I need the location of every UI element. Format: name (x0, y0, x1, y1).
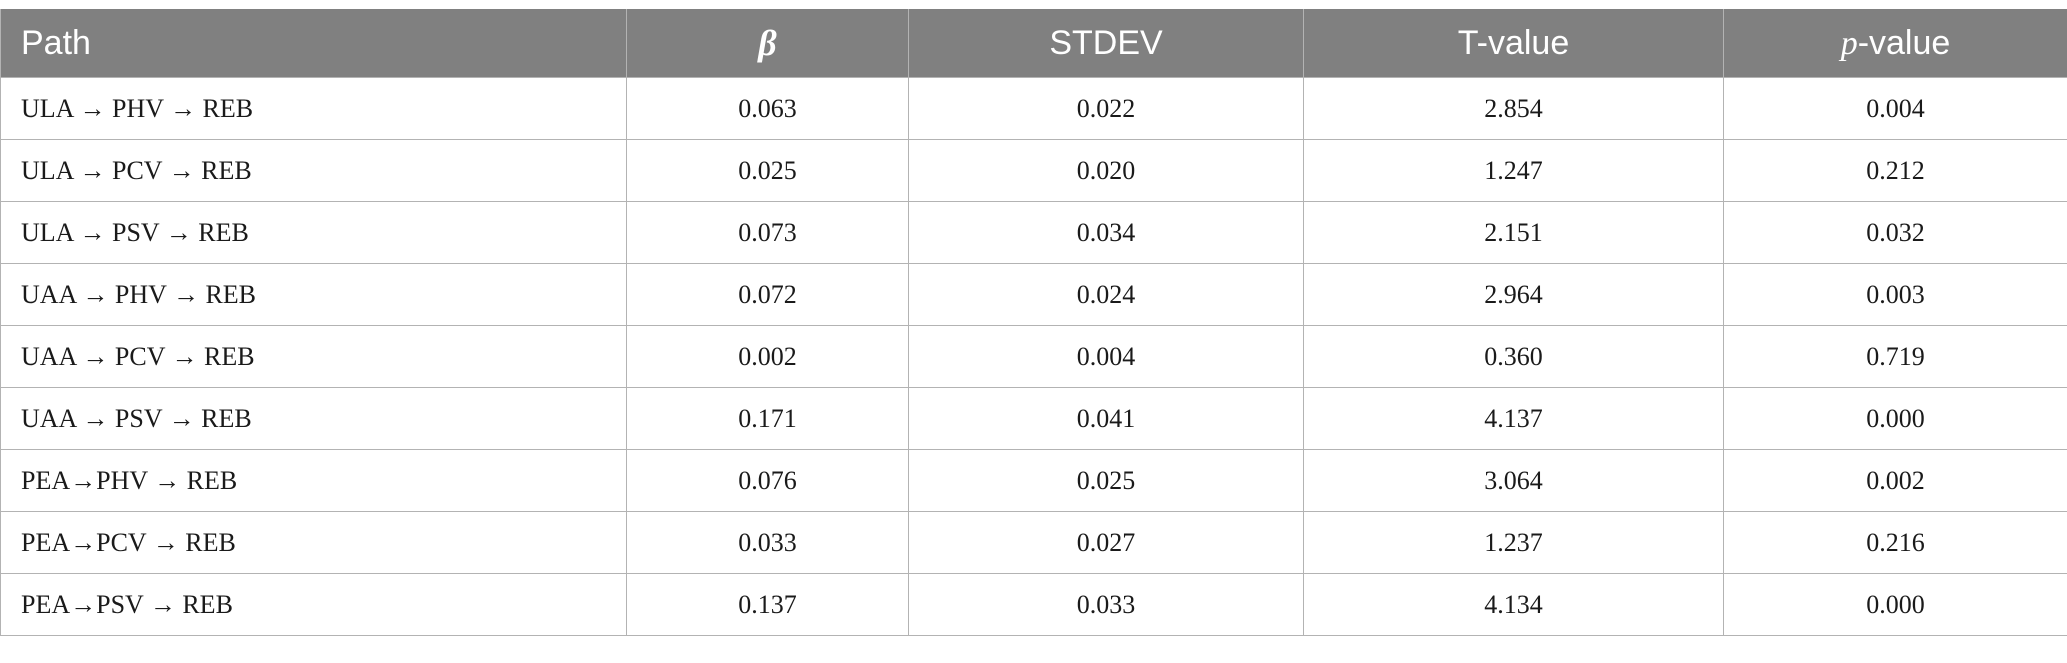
cell-stdev: 0.041 (909, 388, 1304, 450)
cell-path: PEA→PCV → REB (1, 512, 627, 574)
cell-t-value: 3.064 (1304, 450, 1724, 512)
cell-t-value: 4.134 (1304, 574, 1724, 636)
cell-beta: 0.025 (627, 140, 909, 202)
cell-stdev: 0.025 (909, 450, 1304, 512)
cell-beta: 0.171 (627, 388, 909, 450)
cell-stdev: 0.033 (909, 574, 1304, 636)
cell-path: PEA→PHV → REB (1, 450, 627, 512)
cell-t-value: 2.854 (1304, 78, 1724, 140)
header-p-value-italic: p (1841, 25, 1858, 62)
cell-t-value: 1.237 (1304, 512, 1724, 574)
cell-stdev: 0.034 (909, 202, 1304, 264)
cell-t-value: 1.247 (1304, 140, 1724, 202)
header-path: Path (1, 9, 627, 78)
cell-stdev: 0.020 (909, 140, 1304, 202)
cell-path: PEA→PSV → REB (1, 574, 627, 636)
cell-p-value: 0.002 (1724, 450, 2067, 512)
cell-stdev: 0.022 (909, 78, 1304, 140)
cell-beta: 0.002 (627, 326, 909, 388)
table-row: ULA → PCV → REB 0.025 0.020 1.247 0.212 (1, 140, 2067, 202)
table-row: UAA → PSV → REB 0.171 0.041 4.137 0.000 (1, 388, 2067, 450)
header-stdev: STDEV (909, 9, 1304, 78)
table-row: ULA → PSV → REB 0.073 0.034 2.151 0.032 (1, 202, 2067, 264)
header-p-value: p-value (1724, 9, 2067, 78)
header-row: Path β STDEV T-value p-value (1, 9, 2067, 78)
cell-beta: 0.072 (627, 264, 909, 326)
table-row: UAA → PCV → REB 0.002 0.004 0.360 0.719 (1, 326, 2067, 388)
table-row: PEA→PSV → REB 0.137 0.033 4.134 0.000 (1, 574, 2067, 636)
table-row: PEA→PCV → REB 0.033 0.027 1.237 0.216 (1, 512, 2067, 574)
cell-t-value: 2.151 (1304, 202, 1724, 264)
table-row: ULA → PHV → REB 0.063 0.022 2.854 0.004 (1, 78, 2067, 140)
cell-path: ULA → PCV → REB (1, 140, 627, 202)
cell-path: UAA → PSV → REB (1, 388, 627, 450)
cell-path: UAA → PHV → REB (1, 264, 627, 326)
header-p-value-rest: -value (1858, 24, 1951, 62)
cell-p-value: 0.216 (1724, 512, 2067, 574)
cell-stdev: 0.027 (909, 512, 1304, 574)
cell-p-value: 0.719 (1724, 326, 2067, 388)
cell-p-value: 0.000 (1724, 574, 2067, 636)
cell-path: ULA → PHV → REB (1, 78, 627, 140)
cell-beta: 0.137 (627, 574, 909, 636)
header-beta: β (627, 9, 909, 78)
cell-p-value: 0.004 (1724, 78, 2067, 140)
cell-t-value: 2.964 (1304, 264, 1724, 326)
cell-t-value: 0.360 (1304, 326, 1724, 388)
mediation-path-table: Path β STDEV T-value p-value ULA → PHV →… (0, 9, 2067, 636)
cell-stdev: 0.004 (909, 326, 1304, 388)
cell-p-value: 0.032 (1724, 202, 2067, 264)
table-row: PEA→PHV → REB 0.076 0.025 3.064 0.002 (1, 450, 2067, 512)
cell-beta: 0.073 (627, 202, 909, 264)
table-row: UAA → PHV → REB 0.072 0.024 2.964 0.003 (1, 264, 2067, 326)
cell-path: ULA → PSV → REB (1, 202, 627, 264)
cell-stdev: 0.024 (909, 264, 1304, 326)
cell-p-value: 0.212 (1724, 140, 2067, 202)
cell-t-value: 4.137 (1304, 388, 1724, 450)
header-t-value: T-value (1304, 9, 1724, 78)
cell-path: UAA → PCV → REB (1, 326, 627, 388)
cell-beta: 0.076 (627, 450, 909, 512)
cell-beta: 0.033 (627, 512, 909, 574)
cell-beta: 0.063 (627, 78, 909, 140)
cell-p-value: 0.000 (1724, 388, 2067, 450)
cell-p-value: 0.003 (1724, 264, 2067, 326)
